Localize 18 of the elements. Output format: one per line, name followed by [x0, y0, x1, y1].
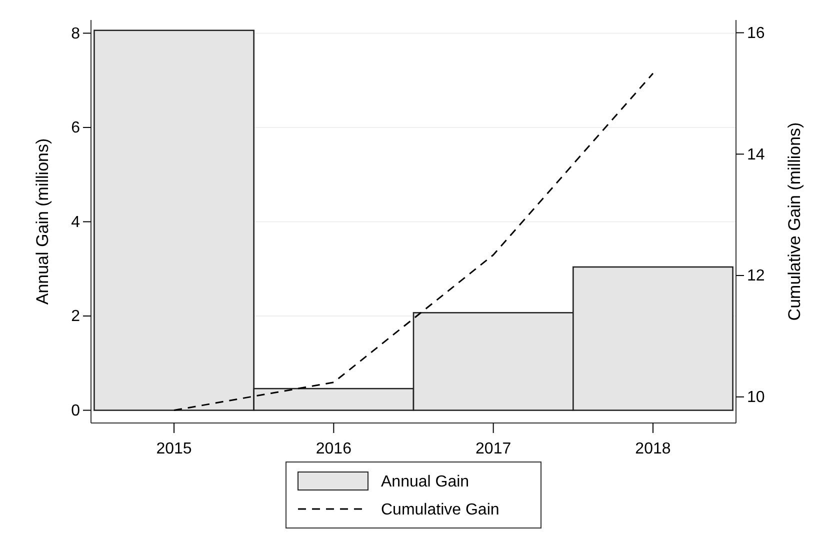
y2-tick-label: 14	[747, 146, 765, 164]
legend-label: Annual Gain	[381, 474, 470, 491]
x-tick-label: 2016	[316, 440, 352, 458]
legend-label: Cumulative Gain	[381, 502, 500, 519]
x-tick-label: 2017	[476, 440, 512, 458]
y2-tick-label: 10	[747, 389, 765, 406]
y2-axis-title: Cumulative Gain (millions)	[785, 122, 804, 321]
y-axis-title: Annual Gain (millions)	[33, 138, 52, 305]
y-tick-label: 6	[71, 120, 80, 137]
y2-tick-label: 16	[747, 24, 765, 42]
y-tick-label: 8	[71, 25, 80, 42]
y-tick-label: 0	[71, 402, 80, 420]
y2-tick-label: 12	[747, 268, 765, 285]
y-tick-label: 4	[71, 214, 80, 231]
line-series	[173, 72, 654, 412]
x-tick-label: 2018	[635, 440, 671, 458]
y-tick-label: 2	[71, 308, 80, 326]
x-tick-label: 2015	[156, 440, 192, 458]
